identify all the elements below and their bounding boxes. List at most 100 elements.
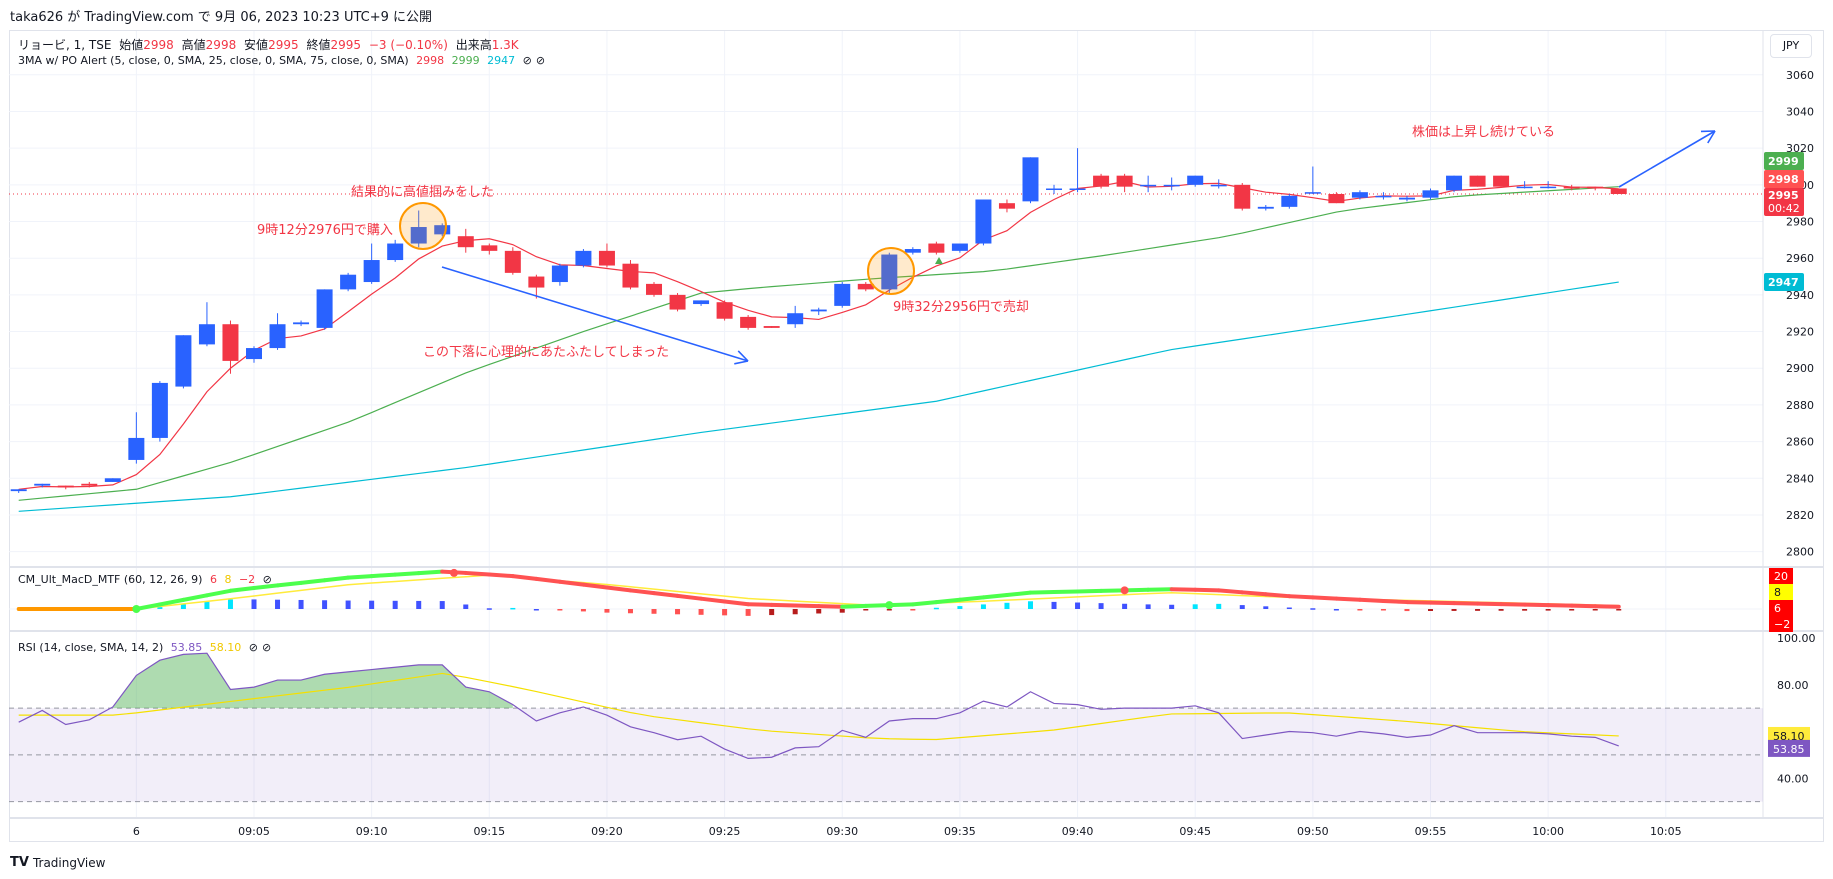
candle-body — [316, 289, 333, 328]
sma5-value: 2998 — [416, 54, 445, 67]
candle-body — [1210, 184, 1227, 187]
rsi-overbought-fill — [112, 653, 513, 709]
macd-histogram-bar — [1098, 603, 1104, 609]
macd-line-segment — [1310, 595, 1339, 601]
macd-histogram-bar — [439, 601, 445, 609]
macd-histogram-bar — [1380, 609, 1386, 611]
candle-body — [198, 324, 215, 345]
macd-histogram-bar — [863, 609, 869, 611]
macd-histogram-bar — [1145, 604, 1151, 609]
macd-line-segment — [322, 575, 351, 583]
macd-line-segment — [1169, 587, 1198, 592]
trend-arrow — [441, 266, 749, 362]
macd-histogram-bar — [1310, 608, 1316, 610]
candle-body — [1375, 195, 1392, 198]
candle-body — [1587, 186, 1604, 189]
candle-body — [175, 335, 192, 387]
macd-histogram-bar — [1545, 609, 1551, 611]
macd-line-segment — [346, 574, 374, 580]
chart-frame[interactable] — [9, 30, 1824, 842]
macd-histogram-bar — [675, 609, 681, 615]
hidden-eye-icon[interactable]: ⊘ — [522, 54, 532, 67]
macd-line-segment — [581, 582, 609, 590]
time-axis-label: 09:10 — [356, 825, 388, 838]
price-axis-label: 2880 — [1786, 399, 1814, 412]
symbol-name[interactable]: リョービ, 1, TSE — [18, 38, 112, 52]
candle-body — [1140, 184, 1157, 187]
macd-histogram-bar — [1498, 609, 1504, 611]
macd-histogram-bar — [1428, 609, 1433, 611]
candle-body — [857, 283, 874, 290]
candle-body — [669, 294, 686, 310]
footer-brand[interactable]: TV TradingView — [10, 855, 105, 870]
rsi-line — [18, 652, 1619, 760]
macd-histogram-bar — [345, 600, 351, 609]
macd-indicator-name[interactable]: CM_Ult_MacD_MTF (60, 12, 26, 9) — [18, 573, 203, 586]
macd-histogram-bar — [1451, 609, 1457, 611]
open-value: 2998 — [143, 38, 174, 52]
macd-line-segment — [652, 591, 680, 598]
macd-histogram-bar — [369, 600, 375, 609]
candle-body — [575, 250, 592, 266]
macd-line-segment — [910, 600, 939, 607]
macd-histogram-bar — [1051, 601, 1057, 609]
macd-histogram-bar — [463, 604, 469, 609]
macd-line-segment — [1452, 601, 1480, 606]
candle-body — [1422, 190, 1439, 198]
macd-line-segment — [981, 593, 1009, 600]
macd-histogram-bar — [1286, 607, 1292, 610]
macd-histogram-bar — [1004, 602, 1010, 609]
macd-legend[interactable]: CM_Ult_MacD_MTF (60, 12, 26, 9) 6 8 −2 ⊘ — [18, 573, 276, 586]
candle-body — [951, 243, 968, 251]
macd-line-segment — [769, 602, 798, 608]
candle-body — [904, 249, 921, 253]
price-axis-label: 2920 — [1786, 326, 1814, 339]
macd-line-segment — [157, 597, 186, 607]
rsi-legend[interactable]: RSI (14, close, SMA, 14, 2) 53.85 58.10 … — [18, 641, 275, 654]
macd-histogram-bar — [557, 609, 563, 611]
candle-body — [928, 243, 945, 253]
candle-body — [646, 283, 663, 295]
candle-body — [1116, 175, 1133, 187]
macd-line-segment — [816, 604, 845, 609]
candle-body — [975, 199, 992, 244]
macd-histogram-bar — [722, 609, 728, 616]
macd-histogram-bar — [486, 608, 492, 610]
ma-legend[interactable]: 3MA w/ PO Alert (5, close, 0, SMA, 25, c… — [18, 54, 549, 67]
rsi-badge: 53.85 — [1773, 743, 1805, 756]
high-label: 高値 — [181, 38, 206, 52]
macd-line-segment — [228, 586, 256, 593]
candle-body — [810, 309, 827, 312]
hidden-eye-icon[interactable]: ⊘ — [248, 641, 258, 654]
macd-line-segment — [1004, 590, 1033, 598]
hidden-eye-icon[interactable]: ⊘ — [535, 54, 546, 67]
tradingview-logo-icon: TV — [10, 855, 29, 870]
macd-cross-dot — [885, 601, 894, 610]
macd-line-segment — [299, 578, 327, 585]
macd-badge: 20 — [1774, 570, 1788, 583]
macd-histogram-bar — [1027, 601, 1033, 609]
macd-line-segment — [1028, 590, 1057, 595]
last-price-badge: 2995 — [1768, 189, 1799, 202]
sma75-badge-bg — [1764, 273, 1804, 291]
candle-body — [1446, 175, 1463, 191]
hidden-eye-icon[interactable]: ⊘ — [262, 573, 272, 586]
candle-body — [222, 324, 239, 361]
time-axis-label: 09:20 — [591, 825, 623, 838]
rsi-axis-label: 80.00 — [1777, 679, 1809, 692]
macd-line-segment — [793, 603, 821, 609]
macd-histogram-bar — [251, 599, 257, 609]
macd-histogram-bar — [298, 599, 304, 609]
hidden-eye-icon[interactable]: ⊘ — [261, 641, 272, 654]
symbol-legend: リョービ, 1, TSE 始値2998 高値2998 安値2995 終値2995… — [18, 36, 523, 53]
ma-indicator-name[interactable]: 3MA w/ PO Alert (5, close, 0, SMA, 25, c… — [18, 54, 409, 67]
macd-histogram-bar — [604, 609, 610, 613]
macd-histogram-bar — [227, 599, 233, 609]
macd-line-segment — [463, 570, 492, 577]
time-axis-label: 09:55 — [1415, 825, 1447, 838]
rsi-indicator-name[interactable]: RSI (14, close, SMA, 14, 2) — [18, 641, 164, 654]
candle-body — [1257, 206, 1274, 209]
currency-button[interactable]: JPY — [1770, 34, 1812, 58]
sma75-line — [18, 281, 1619, 512]
